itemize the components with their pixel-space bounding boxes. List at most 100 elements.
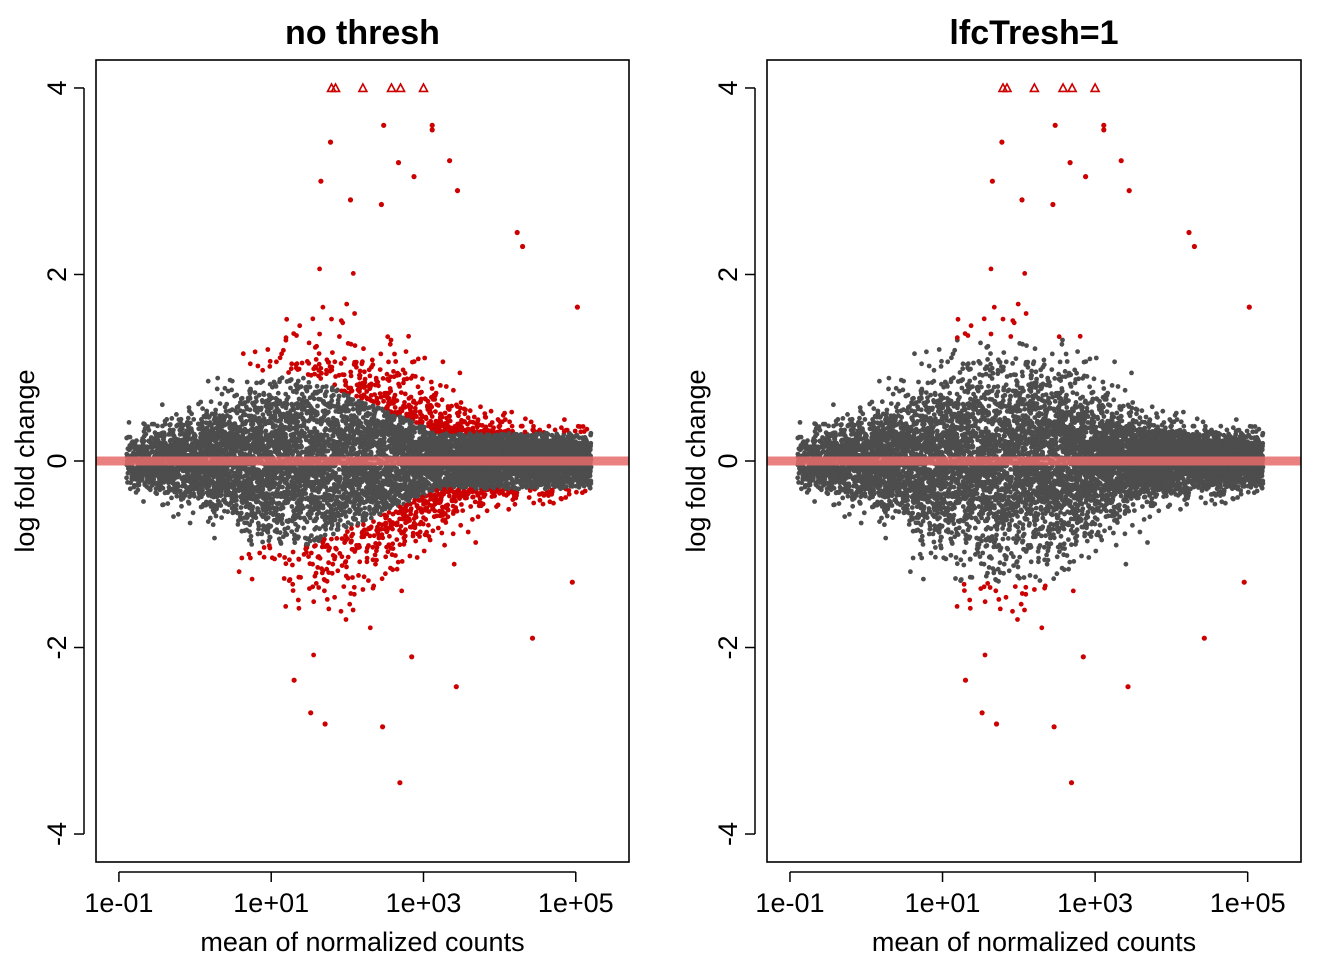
gene-point (312, 426, 317, 431)
significant-point (387, 386, 393, 391)
significant-point (427, 537, 433, 543)
significant-point (394, 566, 400, 572)
significant-point (454, 410, 460, 416)
significant-point (392, 351, 397, 357)
gene-point (298, 439, 303, 444)
gene-point (295, 425, 300, 431)
gene-point (219, 391, 225, 397)
gene-point (272, 528, 278, 534)
significant-point (443, 520, 449, 525)
gene-point (189, 411, 195, 417)
significant-point (290, 562, 295, 568)
gene-point (289, 504, 295, 509)
significant-point (320, 304, 326, 310)
significant-point (334, 536, 340, 541)
gene-point (314, 511, 320, 517)
significant-point (319, 544, 325, 550)
points-layer (124, 122, 594, 786)
gene-point (185, 415, 191, 421)
significant-point (421, 548, 427, 554)
significant-point (337, 334, 342, 339)
significant-point (410, 359, 415, 365)
significant-point (398, 390, 404, 395)
significant-point (402, 391, 408, 397)
gene-point (191, 417, 197, 422)
significant-point (350, 271, 356, 276)
significant-point (414, 420, 419, 425)
significant-point (426, 522, 431, 528)
significant-point (296, 557, 302, 562)
significant-point (472, 499, 478, 505)
significant-point (395, 559, 401, 565)
gene-point (286, 378, 292, 384)
gene-point (234, 502, 239, 508)
gene-point (159, 402, 165, 408)
significant-point (255, 363, 261, 369)
gene-point (247, 529, 252, 534)
significant-point (315, 565, 321, 570)
gene-point (213, 411, 218, 416)
significant-point (451, 561, 457, 567)
significant-point (341, 584, 347, 589)
significant-point (388, 337, 394, 343)
gene-point (213, 407, 219, 413)
significant-point (339, 554, 345, 560)
significant-point (296, 605, 302, 611)
significant-point (283, 604, 289, 609)
gene-point (277, 376, 283, 382)
gene-point (151, 421, 157, 427)
significant-point (433, 409, 438, 414)
significant-point (283, 561, 289, 567)
gene-point (249, 542, 255, 547)
gene-point (307, 395, 313, 401)
significant-point (383, 554, 389, 560)
significant-point (329, 316, 334, 322)
significant-point (239, 555, 245, 561)
gene-point (323, 393, 328, 399)
significant-point (415, 356, 421, 362)
significant-point (460, 508, 466, 513)
significant-point (339, 563, 345, 568)
gene-point (311, 396, 317, 402)
significant-point (377, 367, 383, 372)
significant-point (348, 369, 354, 375)
gene-point (278, 541, 284, 546)
significant-point (329, 536, 334, 542)
significant-point (402, 370, 408, 376)
significant-point (291, 331, 297, 336)
gene-point (205, 519, 211, 524)
significant-point (402, 400, 407, 405)
gene-point (244, 379, 250, 385)
significant-point (349, 526, 354, 531)
gene-point (375, 405, 380, 411)
significant-point (356, 573, 361, 578)
significant-point (407, 553, 413, 559)
gene-point (368, 515, 374, 521)
significant-point (413, 538, 419, 544)
significant-point (435, 525, 441, 531)
significant-point (335, 568, 341, 574)
significant-point (531, 423, 536, 429)
significant-point (385, 549, 391, 555)
significant-point (339, 536, 345, 541)
gene-point (573, 483, 579, 489)
gene-point (218, 503, 224, 508)
significant-point (462, 411, 468, 417)
significant-point (392, 392, 398, 398)
significant-point (366, 543, 371, 548)
gene-point (175, 511, 181, 517)
significant-point (509, 423, 515, 429)
significant-point (348, 373, 354, 379)
significant-point (478, 404, 483, 410)
significant-point (369, 357, 375, 363)
significant-point (286, 370, 291, 375)
gene-point (277, 530, 283, 535)
gene-point (335, 523, 341, 529)
significant-point (330, 350, 335, 355)
significant-point (290, 588, 296, 593)
significant-point (289, 361, 295, 367)
significant-point (361, 346, 366, 352)
significant-point (420, 376, 425, 382)
